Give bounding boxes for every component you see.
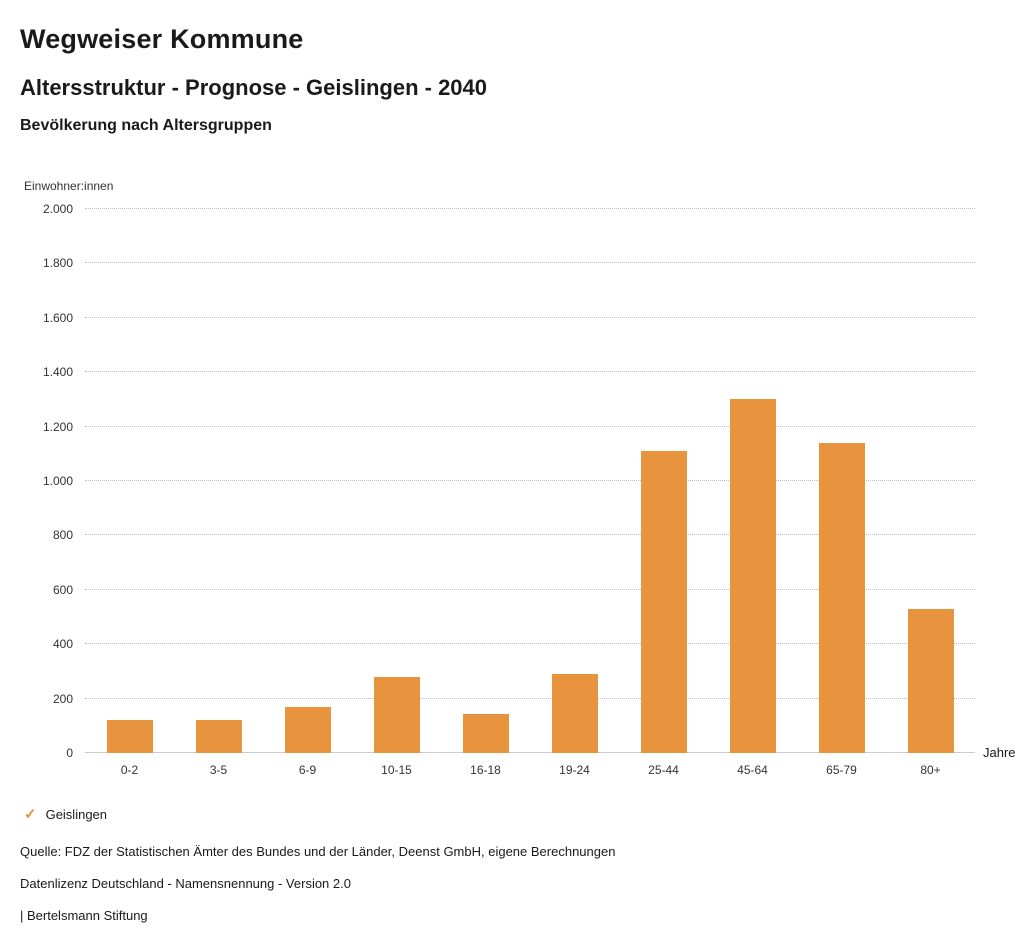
y-tick-label: 2.000	[42, 202, 73, 216]
x-tick-label: 16-18	[470, 763, 501, 777]
gridline: 800	[53, 528, 975, 542]
y-tick-label: 1.000	[42, 474, 73, 488]
y-tick-label: 0	[66, 746, 73, 760]
bar-0-2[interactable]	[106, 720, 153, 753]
page-subtitle: Altersstruktur - Prognose - Geislingen -…	[20, 75, 488, 100]
x-tick-label: 3-5	[209, 763, 228, 777]
gridline: 1.400	[43, 365, 975, 379]
footer: Quelle: FDZ der Statistischen Ämter des …	[20, 844, 1004, 923]
bar-slot	[352, 209, 441, 753]
bar-slot	[174, 209, 263, 753]
bars-layer	[85, 209, 975, 753]
y-tick-label: 400	[52, 637, 73, 652]
source-text: Quelle: FDZ der Statistischen Ämter des …	[20, 844, 616, 859]
y-tick-label: 1.800	[42, 256, 73, 271]
legend-label: Geislingen	[45, 807, 108, 822]
bar-chart: Jahre 0 200 400 600 800 1.000 1.200 1.400 1.600 1…	[43, 202, 1016, 760]
y-tick-label: 800	[52, 528, 73, 543]
y-tick-label: 1.400	[42, 365, 73, 380]
gridline: 2.000	[43, 202, 975, 216]
x-tick-label: 0-2	[120, 763, 139, 777]
bar-slot	[263, 209, 352, 753]
bar-slot	[441, 209, 530, 753]
bar-slot	[619, 209, 708, 753]
page: Wegweiser Kommune Altersstruktur - Progn…	[20, 24, 1016, 923]
y-tick-label: 600	[52, 582, 73, 597]
x-tick-label: 6-9	[298, 763, 317, 777]
legend: ✓ Geislingen	[24, 807, 1004, 822]
y-axis-title: Einwohner:innen	[24, 179, 114, 193]
chart-title: Bevölkerung nach Altersgruppen	[20, 117, 272, 134]
x-tick-label: 19-24	[559, 763, 590, 777]
y-tick-label: 1.600	[42, 310, 73, 325]
x-axis-baseline: 0	[66, 746, 975, 760]
x-axis-tick-labels: 0-2 3-5 6-9 10-15 16-18 19-24 25-44 45-64 65-79 8…	[85, 753, 975, 777]
gridline: 1.800	[43, 256, 975, 270]
bar-slot	[708, 209, 797, 753]
gridline: 600	[53, 583, 975, 597]
gridline: 1.000	[43, 474, 975, 488]
bar-6-9[interactable]	[284, 706, 331, 753]
bar-slot	[530, 209, 619, 753]
attribution-text: | Bertelsmann Stiftung	[20, 908, 148, 923]
bar-16-18[interactable]	[462, 713, 509, 753]
bar-80+[interactable]	[907, 608, 954, 753]
gridline: 1.600	[43, 311, 975, 325]
bar-10-15[interactable]	[373, 676, 420, 753]
bar-3-5[interactable]	[195, 720, 242, 753]
y-tick-label: 1.200	[42, 419, 73, 434]
bar-45-64[interactable]	[729, 399, 776, 753]
gridline: 400	[53, 637, 975, 651]
gridline: 200	[53, 692, 975, 706]
bar-slot	[797, 209, 886, 753]
y-tick-label: 200	[52, 691, 73, 706]
bar-19-24[interactable]	[551, 674, 598, 753]
x-tick-label: 10-15	[381, 763, 412, 777]
bar-slot	[85, 209, 174, 753]
bar-65-79[interactable]	[818, 442, 865, 753]
gridline: 1.200	[43, 420, 975, 434]
x-tick-label: 65-79	[826, 763, 857, 777]
bar-25-44[interactable]	[640, 451, 687, 753]
page-title: Wegweiser Kommune	[20, 24, 304, 54]
x-tick-label: 45-64	[737, 763, 768, 777]
check-icon: ✓	[24, 806, 37, 823]
x-tick-label: 25-44	[648, 763, 679, 777]
bar-slot	[886, 209, 975, 753]
x-tick-label: 80+	[920, 763, 941, 777]
x-axis-label: Jahre	[983, 745, 1016, 760]
license-text: Datenlizenz Deutschland - Namensnennung …	[20, 876, 351, 891]
